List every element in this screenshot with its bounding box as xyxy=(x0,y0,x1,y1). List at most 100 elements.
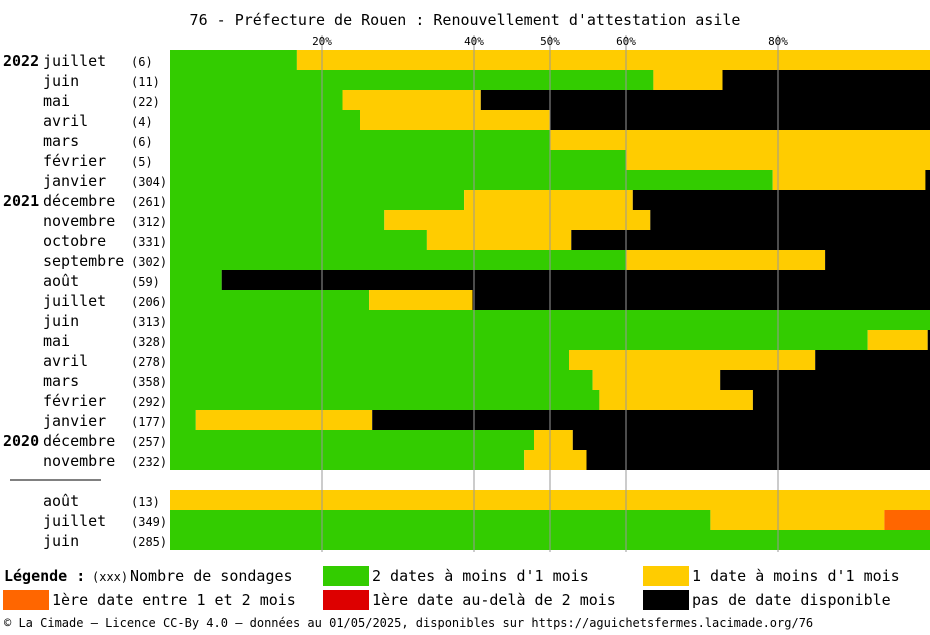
bar-segment-black xyxy=(632,190,930,210)
legend-label-yellow: 1 date à moins d'1 mois xyxy=(692,567,900,585)
bar-segment-black xyxy=(650,210,930,230)
footer-credits: © La Cimade — Licence CC-By 4.0 — donnée… xyxy=(4,616,814,630)
bar-segment-green xyxy=(170,330,868,350)
bar-segment-black xyxy=(722,70,930,90)
bar-segment-black xyxy=(372,410,930,430)
bar-segment-yellow xyxy=(626,250,826,270)
row-month-label: février xyxy=(43,152,106,170)
legend-label-green: 2 dates à moins d'1 mois xyxy=(372,567,589,585)
row-month-label: mai xyxy=(43,92,70,110)
stacked-bar-chart: 76 - Préfecture de Rouen : Renouvellemen… xyxy=(3,11,930,552)
row-count-label: (349) xyxy=(131,515,167,529)
row-month-label: novembre xyxy=(43,212,115,230)
bar-segment-yellow xyxy=(360,110,550,130)
row-labels-layer: 2022 juillet (6)juin (11)mai (22)avril (4)mar… xyxy=(3,52,167,550)
bar-segment-black xyxy=(550,110,930,130)
bar-segment-yellow xyxy=(592,370,721,390)
row-count-label: (59) xyxy=(131,275,160,289)
x-tick-label: 20% xyxy=(312,35,332,48)
row-count-label: (257) xyxy=(131,435,167,449)
row-count-label: (285) xyxy=(131,535,167,549)
row-count-label: (278) xyxy=(131,355,167,369)
bar-segment-green xyxy=(170,430,534,450)
bar-segment-yellow xyxy=(772,170,926,190)
bar-segment-green xyxy=(170,150,626,170)
row-count-label: (13) xyxy=(131,495,160,509)
row-count-label: (6) xyxy=(131,55,153,69)
bar-segment-black xyxy=(472,290,930,310)
row-count-label: (313) xyxy=(131,315,167,329)
row-count-label: (6) xyxy=(131,135,153,149)
row-year-label: 2022 xyxy=(3,52,39,70)
bar-segment-green xyxy=(170,390,600,410)
row-month-label: janvier xyxy=(43,172,106,190)
bar-segment-yellow xyxy=(296,50,930,70)
bar-segment-black xyxy=(571,230,930,250)
bar-segment-yellow xyxy=(369,290,473,310)
bar-segment-yellow xyxy=(653,70,723,90)
bar-segment-green xyxy=(170,110,360,130)
chart-title: 76 - Préfecture de Rouen : Renouvellemen… xyxy=(190,11,741,29)
bar-segment-yellow xyxy=(342,90,481,110)
row-month-label: février xyxy=(43,392,106,410)
tick-labels-layer: 20% 40% 50% 60% 80% xyxy=(312,35,788,48)
x-tick-label: 80% xyxy=(768,35,788,48)
bar-segment-black xyxy=(586,450,930,470)
legend-swatch-red xyxy=(323,590,369,610)
row-month-label: août xyxy=(43,492,79,510)
row-year-label: 2021 xyxy=(3,192,39,210)
bar-segment-yellow xyxy=(384,210,651,230)
bar-segment-yellow xyxy=(710,510,885,530)
bar-segment-yellow xyxy=(524,450,587,470)
row-month-label: juillet xyxy=(43,512,106,530)
bar-segment-black xyxy=(480,90,930,110)
legend-swatch-yellow xyxy=(643,566,689,586)
bar-segment-green xyxy=(170,90,343,110)
bar-segment-black xyxy=(825,250,930,270)
row-count-label: (304) xyxy=(131,175,167,189)
row-month-label: novembre xyxy=(43,452,115,470)
row-month-label: décembre xyxy=(43,432,115,450)
legend-label-orange: 1ère date entre 1 et 2 mois xyxy=(52,591,296,609)
row-count-label: (312) xyxy=(131,215,167,229)
bar-segment-yellow xyxy=(867,330,928,350)
bar-segment-green xyxy=(170,190,465,210)
legend-swatch-green xyxy=(323,566,369,586)
bar-segment-green xyxy=(170,250,626,270)
row-month-label: juin xyxy=(43,532,79,550)
row-month-label: avril xyxy=(43,352,88,370)
bar-segment-black xyxy=(925,170,930,190)
bar-segment-yellow xyxy=(569,350,816,370)
row-year-label: 2020 xyxy=(3,432,39,450)
bar-segment-green xyxy=(170,290,370,310)
row-count-label: (261) xyxy=(131,195,167,209)
bar-segment-green xyxy=(170,130,550,150)
row-month-label: avril xyxy=(43,112,88,130)
row-count-label: (206) xyxy=(131,295,167,309)
row-month-label: décembre xyxy=(43,192,115,210)
bars-layer xyxy=(170,50,930,550)
row-count-label: (232) xyxy=(131,455,167,469)
bar-segment-green xyxy=(170,230,427,250)
bar-segment-green xyxy=(170,450,525,470)
x-tick-label: 40% xyxy=(464,35,484,48)
row-month-label: mai xyxy=(43,332,70,350)
row-month-label: mars xyxy=(43,132,79,150)
row-month-label: septembre xyxy=(43,252,124,270)
legend-label-red: 1ère date au-delà de 2 mois xyxy=(372,591,616,609)
legend-count-label: Nombre de sondages xyxy=(130,567,293,585)
row-count-label: (177) xyxy=(131,415,167,429)
bar-segment-black xyxy=(572,430,930,450)
legend-swatch-black xyxy=(643,590,689,610)
bar-segment-green xyxy=(170,70,654,90)
row-count-label: (11) xyxy=(131,75,160,89)
row-count-label: (331) xyxy=(131,235,167,249)
row-month-label: mars xyxy=(43,372,79,390)
bar-segment-yellow xyxy=(195,410,373,430)
bar-segment-orange xyxy=(884,510,930,530)
x-tick-label: 60% xyxy=(616,35,636,48)
bar-segment-green xyxy=(170,50,297,70)
bar-segment-black xyxy=(815,350,930,370)
bar-segment-yellow xyxy=(599,390,753,410)
row-month-label: août xyxy=(43,272,79,290)
